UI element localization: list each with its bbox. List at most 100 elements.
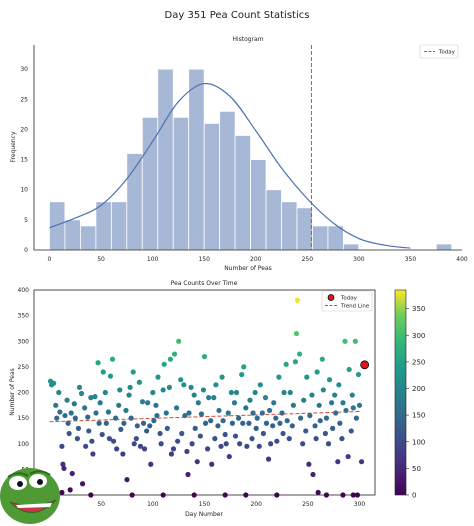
scatter-point [289, 423, 295, 429]
scatter-point [107, 373, 114, 379]
scatter-point [228, 389, 234, 396]
scatter-point [60, 461, 66, 467]
scatter-legend: Today Trend Line [321, 290, 373, 312]
scatter-point [62, 412, 68, 419]
histogram-y-label: Frequency [10, 131, 17, 162]
scatter-point [323, 415, 330, 421]
scatter-point [271, 400, 277, 406]
scatter-point [167, 356, 173, 362]
scatter-point [355, 371, 362, 378]
histogram-y-tick-label: 0 [24, 247, 28, 254]
histogram-y-tick-label: 5 [24, 217, 28, 224]
scatter-point [51, 380, 57, 386]
scatter-point [304, 374, 310, 380]
scatter-point [262, 395, 269, 401]
scatter-point [270, 423, 276, 429]
scatter-point [219, 374, 225, 380]
scatter-point [56, 389, 62, 396]
scatter-point [352, 338, 358, 344]
scatter-point [281, 389, 287, 396]
scatter-point [147, 423, 153, 429]
scatter-point [332, 392, 338, 398]
scatter-point [66, 430, 72, 437]
scatter-point [176, 338, 182, 344]
histogram-x-label: Number of Peas [224, 265, 272, 272]
histogram-bar [64, 219, 81, 251]
scatter-point [249, 436, 255, 442]
scatter-point [316, 402, 322, 408]
scatter-point [74, 436, 80, 442]
histogram-x-tick-label: 0 [48, 256, 52, 263]
scatter-point [276, 374, 282, 380]
scatter-legend-today-label: Today [340, 296, 358, 302]
histogram-y-tick-label: 15 [20, 157, 28, 164]
scatter-point [113, 415, 119, 421]
scatter-point [151, 418, 157, 424]
histogram-axes [33, 45, 462, 251]
colorbar [394, 289, 407, 496]
scatter-point [95, 360, 101, 366]
scatter-point [220, 418, 226, 424]
scatter-y-tick-label: 350 [18, 313, 30, 320]
scatter-point [137, 443, 144, 449]
scatter-point [157, 430, 163, 437]
scatter-point [85, 414, 91, 420]
scatter-point [208, 418, 214, 424]
scatter-point [253, 425, 259, 431]
scatter-point [339, 436, 345, 442]
scatter-x-tick-label: 200 [250, 501, 262, 508]
scatter-point [88, 395, 94, 401]
scatter-point [350, 405, 356, 411]
scatter-point [57, 409, 63, 415]
scatter-x-tick-label: 50 [97, 501, 105, 508]
colorbar-tick-label: 0 [412, 492, 416, 500]
scatter-point [195, 400, 201, 406]
histogram-bar [327, 225, 344, 251]
histogram-x-tick-label: 200 [250, 256, 262, 263]
scatter-point [333, 410, 339, 416]
scatter-point [254, 415, 260, 421]
scatter-point [231, 400, 238, 406]
scatter-point [117, 387, 123, 393]
scatter-point [133, 436, 139, 442]
scatter-point [174, 405, 180, 411]
colorbar-tick-label: 100 [412, 438, 425, 446]
scatter-point [268, 441, 274, 447]
scatter-point [287, 389, 293, 396]
scatter-point [322, 430, 328, 437]
histogram-bar [95, 201, 112, 251]
scatter-point [161, 361, 167, 367]
scatter-point [307, 412, 313, 419]
scatter-point [237, 441, 243, 447]
scatter-point [315, 489, 321, 496]
scatter-point [189, 441, 195, 447]
scatter-point [346, 366, 352, 373]
scatter-point [260, 430, 266, 437]
scatter-point [153, 402, 159, 408]
scatter-point [348, 428, 354, 434]
scatter-point [82, 405, 88, 411]
scatter-point [213, 382, 219, 388]
frog-teeth [16, 503, 52, 508]
scatter-point [293, 330, 300, 337]
scatter-point [301, 397, 307, 403]
scatter-point [326, 377, 333, 383]
scatter-point [145, 400, 151, 406]
scatter-point [110, 438, 117, 444]
scatter-point [61, 465, 67, 471]
scatter-point [342, 338, 348, 344]
scatter-point [337, 420, 343, 426]
scatter-y-tick-label: 200 [18, 390, 30, 397]
scatter-point [239, 371, 245, 378]
scatter-point [185, 471, 191, 478]
scatter-point [267, 407, 273, 414]
scatter-x-ticks: 50 100 150 200 250 300 [97, 501, 365, 508]
colorbar-ticks: 0 50 100 150 200 250 300 350 [406, 305, 425, 500]
histogram-bar [188, 68, 205, 251]
scatter-x-tick-label: 300 [354, 501, 366, 508]
scatter-point [241, 364, 247, 370]
scatter-point [140, 420, 147, 426]
scatter-point [194, 459, 200, 465]
scatter-point [160, 387, 166, 393]
scatter-point [309, 392, 315, 398]
